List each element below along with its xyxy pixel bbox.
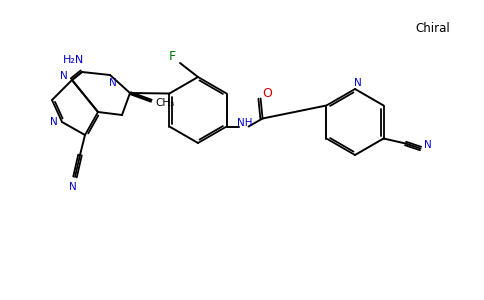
Text: N: N bbox=[60, 71, 68, 81]
Text: N: N bbox=[354, 78, 362, 88]
Text: N: N bbox=[424, 140, 431, 151]
Text: H₂N: H₂N bbox=[63, 55, 85, 65]
Text: Chiral: Chiral bbox=[415, 22, 450, 34]
Text: N: N bbox=[69, 182, 77, 192]
Text: F: F bbox=[168, 50, 176, 62]
Text: CH₃: CH₃ bbox=[155, 98, 175, 108]
Text: N: N bbox=[50, 117, 58, 127]
Text: NH: NH bbox=[237, 118, 252, 128]
Text: N: N bbox=[109, 78, 117, 88]
Text: O: O bbox=[263, 87, 272, 100]
